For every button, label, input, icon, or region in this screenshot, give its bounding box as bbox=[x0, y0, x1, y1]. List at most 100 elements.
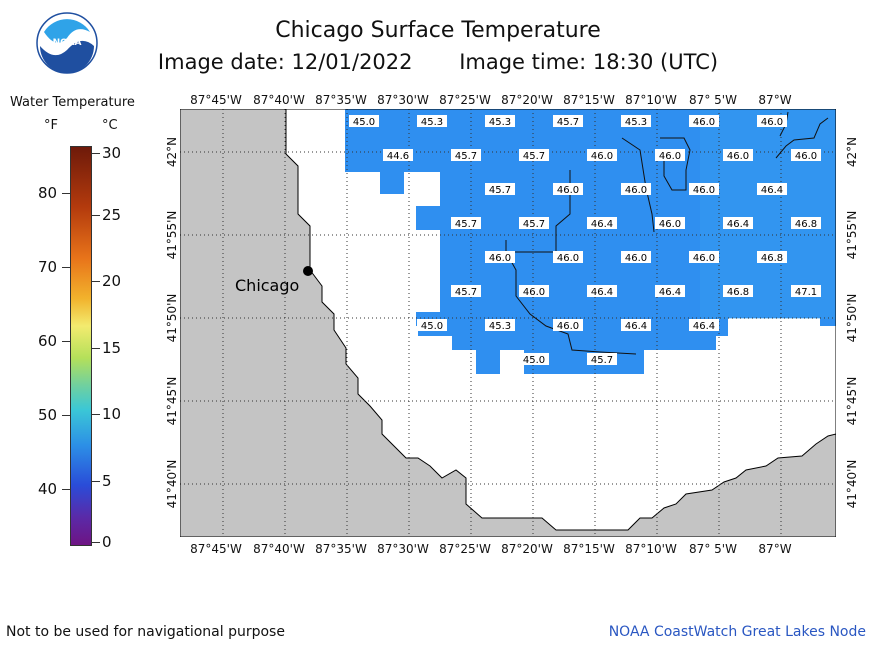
lon-label-bottom: 87°20'W bbox=[501, 542, 553, 556]
temperature-value: 46.0 bbox=[689, 183, 719, 196]
chicago-marker-icon bbox=[303, 266, 313, 276]
lon-label-top: 87°15'W bbox=[563, 93, 615, 107]
lat-label-right: 41°40'N bbox=[845, 460, 859, 509]
svg-text:46.0: 46.0 bbox=[625, 253, 647, 264]
temperature-value: 46.0 bbox=[689, 115, 719, 128]
svg-text:46.4: 46.4 bbox=[625, 321, 647, 332]
svg-text:45.7: 45.7 bbox=[523, 151, 545, 162]
svg-text:46.0: 46.0 bbox=[557, 253, 579, 264]
temperature-value: 46.0 bbox=[587, 149, 617, 162]
svg-text:46.0: 46.0 bbox=[659, 151, 681, 162]
svg-text:46.4: 46.4 bbox=[693, 321, 715, 332]
temperature-value: 45.7 bbox=[451, 149, 481, 162]
temperature-value: 45.7 bbox=[553, 115, 583, 128]
lat-label-left: 41°50'N bbox=[165, 294, 179, 343]
temperature-value: 45.3 bbox=[485, 115, 515, 128]
temperature-value: 46.8 bbox=[723, 285, 753, 298]
lon-label-top: 87°25'W bbox=[439, 93, 491, 107]
lat-label-right: 41°50'N bbox=[845, 294, 859, 343]
temperature-value: 46.8 bbox=[757, 251, 787, 264]
legend-tick-c: 10 bbox=[102, 405, 122, 423]
temperature-value: 46.4 bbox=[655, 285, 685, 298]
svg-text:46.0: 46.0 bbox=[591, 151, 613, 162]
legend-tick-c: 0 bbox=[102, 533, 112, 551]
lon-label-bottom: 87°35'W bbox=[315, 542, 367, 556]
svg-text:46.0: 46.0 bbox=[693, 253, 715, 264]
lon-label-top: 87°20'W bbox=[501, 93, 553, 107]
lon-label-bottom: 87°15'W bbox=[563, 542, 615, 556]
water-temperature-area bbox=[345, 109, 836, 374]
lon-label-bottom: 87°40'W bbox=[253, 542, 305, 556]
lon-label-bottom: 87°30'W bbox=[377, 542, 429, 556]
logo-text: NOAA bbox=[53, 38, 82, 48]
svg-text:46.0: 46.0 bbox=[693, 185, 715, 196]
svg-text:46.0: 46.0 bbox=[523, 287, 545, 298]
legend-tick-c: 20 bbox=[102, 272, 122, 290]
temperature-value: 46.0 bbox=[553, 251, 583, 264]
svg-text:45.0: 45.0 bbox=[523, 355, 545, 366]
legend-tick-c: 15 bbox=[102, 339, 122, 357]
svg-text:45.7: 45.7 bbox=[591, 355, 613, 366]
temperature-value: 46.0 bbox=[553, 183, 583, 196]
legend-tick-c: 30 bbox=[102, 144, 122, 162]
temperature-value: 44.6 bbox=[383, 149, 413, 162]
temperature-value: 46.0 bbox=[757, 115, 787, 128]
legend-tick-f: 70 bbox=[38, 258, 58, 276]
svg-text:46.4: 46.4 bbox=[659, 287, 681, 298]
temperature-value: 45.7 bbox=[519, 149, 549, 162]
temperature-value: 46.4 bbox=[757, 183, 787, 196]
svg-text:45.0: 45.0 bbox=[421, 321, 443, 332]
lat-label-left: 41°45'N bbox=[165, 377, 179, 426]
legend-tick-c: 5 bbox=[102, 472, 112, 490]
temperature-value: 46.4 bbox=[587, 217, 617, 230]
svg-text:46.4: 46.4 bbox=[591, 287, 613, 298]
svg-text:46.0: 46.0 bbox=[795, 151, 817, 162]
svg-text:45.3: 45.3 bbox=[489, 117, 511, 128]
svg-text:46.8: 46.8 bbox=[761, 253, 783, 264]
svg-text:45.3: 45.3 bbox=[421, 117, 443, 128]
svg-text:46.0: 46.0 bbox=[761, 117, 783, 128]
temperature-value: 45.7 bbox=[519, 217, 549, 230]
svg-text:46.8: 46.8 bbox=[727, 287, 749, 298]
svg-text:46.0: 46.0 bbox=[727, 151, 749, 162]
lat-label-left: 41°40'N bbox=[165, 460, 179, 509]
temperature-value: 46.0 bbox=[621, 251, 651, 264]
temperature-value: 46.0 bbox=[553, 319, 583, 332]
svg-text:45.3: 45.3 bbox=[489, 321, 511, 332]
temperature-value: 46.4 bbox=[587, 285, 617, 298]
temperature-value: 45.7 bbox=[485, 183, 515, 196]
temperature-value: 46.8 bbox=[791, 217, 821, 230]
svg-text:45.7: 45.7 bbox=[455, 287, 477, 298]
svg-text:46.4: 46.4 bbox=[727, 219, 749, 230]
lat-label-right: 42°N bbox=[845, 137, 859, 167]
svg-text:47.1: 47.1 bbox=[795, 287, 817, 298]
temperature-value: 47.1 bbox=[791, 285, 821, 298]
svg-text:45.7: 45.7 bbox=[523, 219, 545, 230]
temperature-value: 45.7 bbox=[451, 285, 481, 298]
temperature-value: 46.0 bbox=[621, 183, 651, 196]
lat-label-right: 41°55'N bbox=[845, 211, 859, 260]
temperature-value: 45.0 bbox=[519, 353, 549, 366]
svg-text:45.0: 45.0 bbox=[353, 117, 375, 128]
lon-label-top: 87°35'W bbox=[315, 93, 367, 107]
svg-text:46.4: 46.4 bbox=[761, 185, 783, 196]
temperature-value: 45.7 bbox=[451, 217, 481, 230]
lon-label-bottom: 87° 5'W bbox=[689, 542, 737, 556]
lon-label-top: 87°45'W bbox=[190, 93, 242, 107]
temperature-value: 45.0 bbox=[349, 115, 379, 128]
lon-label-top: 87°10'W bbox=[625, 93, 677, 107]
navigation-disclaimer: Not to be used for navigational purpose bbox=[6, 624, 285, 640]
svg-text:46.0: 46.0 bbox=[557, 185, 579, 196]
svg-text:46.0: 46.0 bbox=[625, 185, 647, 196]
svg-text:45.7: 45.7 bbox=[557, 117, 579, 128]
temperature-value: 46.0 bbox=[689, 251, 719, 264]
lon-label-bottom: 87°45'W bbox=[190, 542, 242, 556]
temperature-value: 46.0 bbox=[723, 149, 753, 162]
lon-label-bottom: 87°10'W bbox=[625, 542, 677, 556]
legend-title: Water Temperature bbox=[10, 95, 135, 110]
lon-label-bottom: 87°W bbox=[758, 542, 791, 556]
legend-tick-c: 25 bbox=[102, 206, 122, 224]
land-area bbox=[180, 109, 836, 537]
legend-unit-fahrenheit: °F bbox=[44, 118, 58, 133]
